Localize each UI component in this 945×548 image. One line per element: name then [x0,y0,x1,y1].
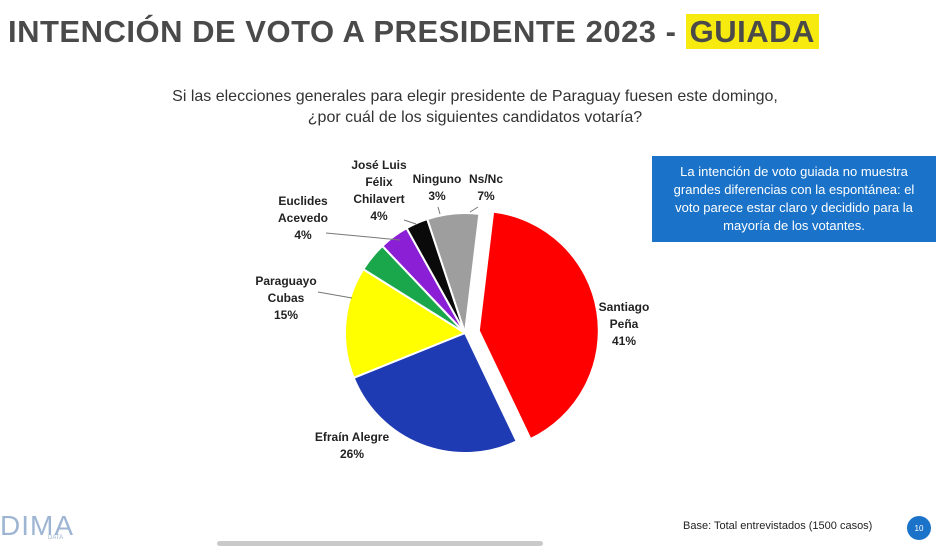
dima-logo: DIMA [0,510,74,542]
pie-slice-santiago-pe-a [477,210,600,441]
pie-label-ninguno: Ninguno 3% [413,172,462,203]
pie-label-line: 26% [340,447,364,461]
title-highlight: GUIADA [685,14,819,49]
page-number: 10 [914,523,924,533]
pie-slice-efra-n-alegre [352,331,519,454]
pie-label-line: José Luis [351,158,407,172]
sample-base-note: Base: Total entrevistados (1500 casos) [683,520,873,532]
leader-line-3 [325,232,401,241]
logo-subtext: DATA [48,535,64,541]
leader-line-2 [317,291,353,299]
survey-question-line2: ¿por cuál de los siguientes candidatos v… [307,109,643,126]
pie-label-ns-nc: Ns/Nc 7% [469,172,503,203]
pie-slice-ns-nc [426,212,481,334]
pie-leader-lines [317,206,479,299]
pie-label-line: 15% [274,308,298,322]
pie-label-santiago-pe-a: Santiago Peña 41% [599,300,650,348]
pie-label-line: Félix [365,175,393,189]
leader-line-6 [469,206,479,213]
pie-label-line: 7% [477,189,495,203]
insight-callout-text: La intención de voto guiada no muestra g… [673,164,915,233]
pie-label-line: Euclides [278,194,328,208]
logo-text: DIMA [0,510,74,541]
pie-label-line: 41% [612,334,636,348]
insight-callout: La intención de voto guiada no muestra g… [652,156,936,242]
pie-label-line: 4% [294,228,312,242]
pie-label-line: 3% [428,189,446,203]
pie-label-line: 4% [370,209,388,223]
horizontal-scrollbar[interactable] [217,541,543,546]
pie-labels: Santiago Peña 41% Efraín Alegre 26% Paraguayo… [255,158,649,461]
pie-label-euclides-acevedo: Euclides Acevedo 4% [278,194,328,242]
leader-line-4 [403,219,417,225]
survey-question-line1: Si las elecciones generales para elegir … [172,88,778,105]
pie-label-line: Acevedo [278,211,328,225]
pie-label-line: Santiago [599,300,650,314]
pie-label-line: Efraín Alegre [315,430,390,444]
pie-label-line: Chilavert [353,192,404,206]
pie-label-paraguayo-cubas: Paraguayo Cubas 15% [255,274,316,322]
pie-label-line: Ns/Nc [469,172,503,186]
pie-slice-paraguayo-cubas [344,267,468,380]
pie-label-line: Paraguayo [255,274,316,288]
pie-label-jos-luis-f-lix-chilavert: José Luis Félix Chilavert 4% [351,158,407,223]
survey-question: Si las elecciones generales para elegir … [130,86,820,128]
pie-label-line: Cubas [268,291,305,305]
pie-label-line: Ninguno [413,172,462,186]
pie-slices [344,210,600,454]
title-main: INTENCIÓN DE VOTO A PRESIDENTE 2023 - [8,14,686,49]
page-number-badge: 10 [907,516,931,540]
pie-label-line: Peña [610,317,639,331]
leader-line-5 [437,206,441,215]
page-title: INTENCIÓN DE VOTO A PRESIDENTE 2023 - GU… [8,14,819,50]
pie-label-efra-n-alegre: Efraín Alegre 26% [315,430,390,461]
